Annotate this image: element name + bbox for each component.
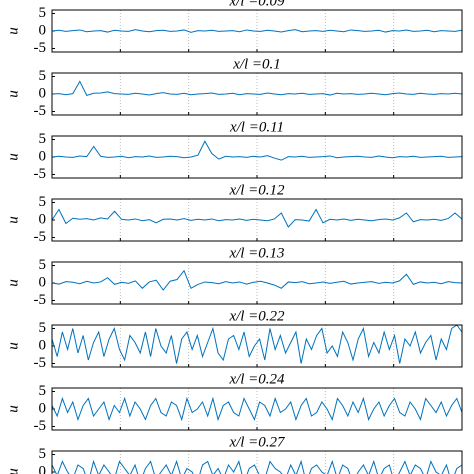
- y-tick-label: -5: [34, 103, 47, 119]
- y-tick-label: 5: [39, 257, 47, 273]
- y-axis-label: u: [5, 90, 21, 98]
- panel: x/l =0.22 u -5 05: [5, 308, 463, 371]
- y-tick-label: -5: [34, 166, 47, 182]
- panel: x/l =0.24 u -5 05: [5, 371, 463, 434]
- signal-line: [51, 396, 463, 422]
- y-axis-label: u: [5, 153, 21, 161]
- y-axis-label: u: [5, 405, 21, 413]
- panel: x/l =0.11 u -5 05: [5, 119, 463, 182]
- panel-title: x/l =0.22: [228, 308, 285, 324]
- panel-title: x/l =0.27: [228, 434, 286, 450]
- panel: x/l =0.09 u -5 05: [5, 0, 463, 56]
- y-tick-label: 0: [39, 337, 47, 353]
- y-axis-label: u: [5, 342, 21, 350]
- y-tick-label: -5: [34, 229, 47, 245]
- y-tick-label: 0: [39, 211, 47, 227]
- y-tick-label: 5: [39, 131, 47, 147]
- signal-line: [51, 269, 463, 291]
- axes-box: [51, 324, 463, 368]
- y-tick-label: 5: [39, 383, 47, 399]
- y-tick-label: 5: [39, 194, 47, 210]
- panel-title: x/l =0.24: [228, 371, 285, 387]
- y-tick-label: 0: [39, 85, 47, 101]
- y-axis-label: u: [5, 27, 21, 35]
- y-tick-label: 0: [39, 22, 47, 38]
- y-tick-label: 0: [39, 274, 47, 290]
- panel-title: x/l =0.11: [229, 119, 284, 135]
- y-axis-label: u: [5, 468, 21, 474]
- y-tick-label: 0: [39, 148, 47, 164]
- y-axis-label: u: [5, 216, 21, 224]
- signal-line: [51, 208, 463, 228]
- y-tick-label: -5: [34, 355, 47, 371]
- panel: x/l =0.12 u -5 05: [5, 182, 463, 245]
- y-tick-label: 0: [39, 463, 47, 474]
- y-tick-label: 5: [39, 68, 47, 84]
- panel: x/l =0.13 u -5 05: [5, 245, 463, 308]
- signal-line: [51, 324, 463, 364]
- y-tick-label: 0: [39, 400, 47, 416]
- panel: x/l =0.1 u -5 05: [5, 56, 463, 119]
- axes-box: [51, 72, 463, 116]
- axes-box: [51, 9, 463, 53]
- panel-title: x/l =0.1: [232, 56, 281, 72]
- y-tick-label: -5: [34, 292, 47, 308]
- axes-box: [51, 135, 463, 179]
- signal-line: [51, 29, 463, 33]
- signal-line: [51, 140, 463, 161]
- axes-box: [51, 450, 463, 474]
- signal-line: [51, 459, 463, 474]
- signal-line: [51, 80, 463, 97]
- y-tick-label: 5: [39, 320, 47, 336]
- axes-box: [51, 387, 463, 431]
- y-tick-label: -5: [34, 40, 47, 56]
- panel-title: x/l =0.13: [228, 245, 284, 261]
- y-tick-label: 5: [39, 5, 47, 21]
- axes-box: [51, 261, 463, 305]
- y-tick-label: -5: [34, 418, 47, 434]
- y-axis-label: u: [5, 279, 21, 287]
- axes-box: [51, 198, 463, 242]
- panel: x/l =0.27u-505: [5, 434, 463, 474]
- y-tick-label: 5: [39, 446, 47, 462]
- panel-title: x/l =0.09: [228, 0, 285, 9]
- panel-title: x/l =0.12: [228, 182, 285, 198]
